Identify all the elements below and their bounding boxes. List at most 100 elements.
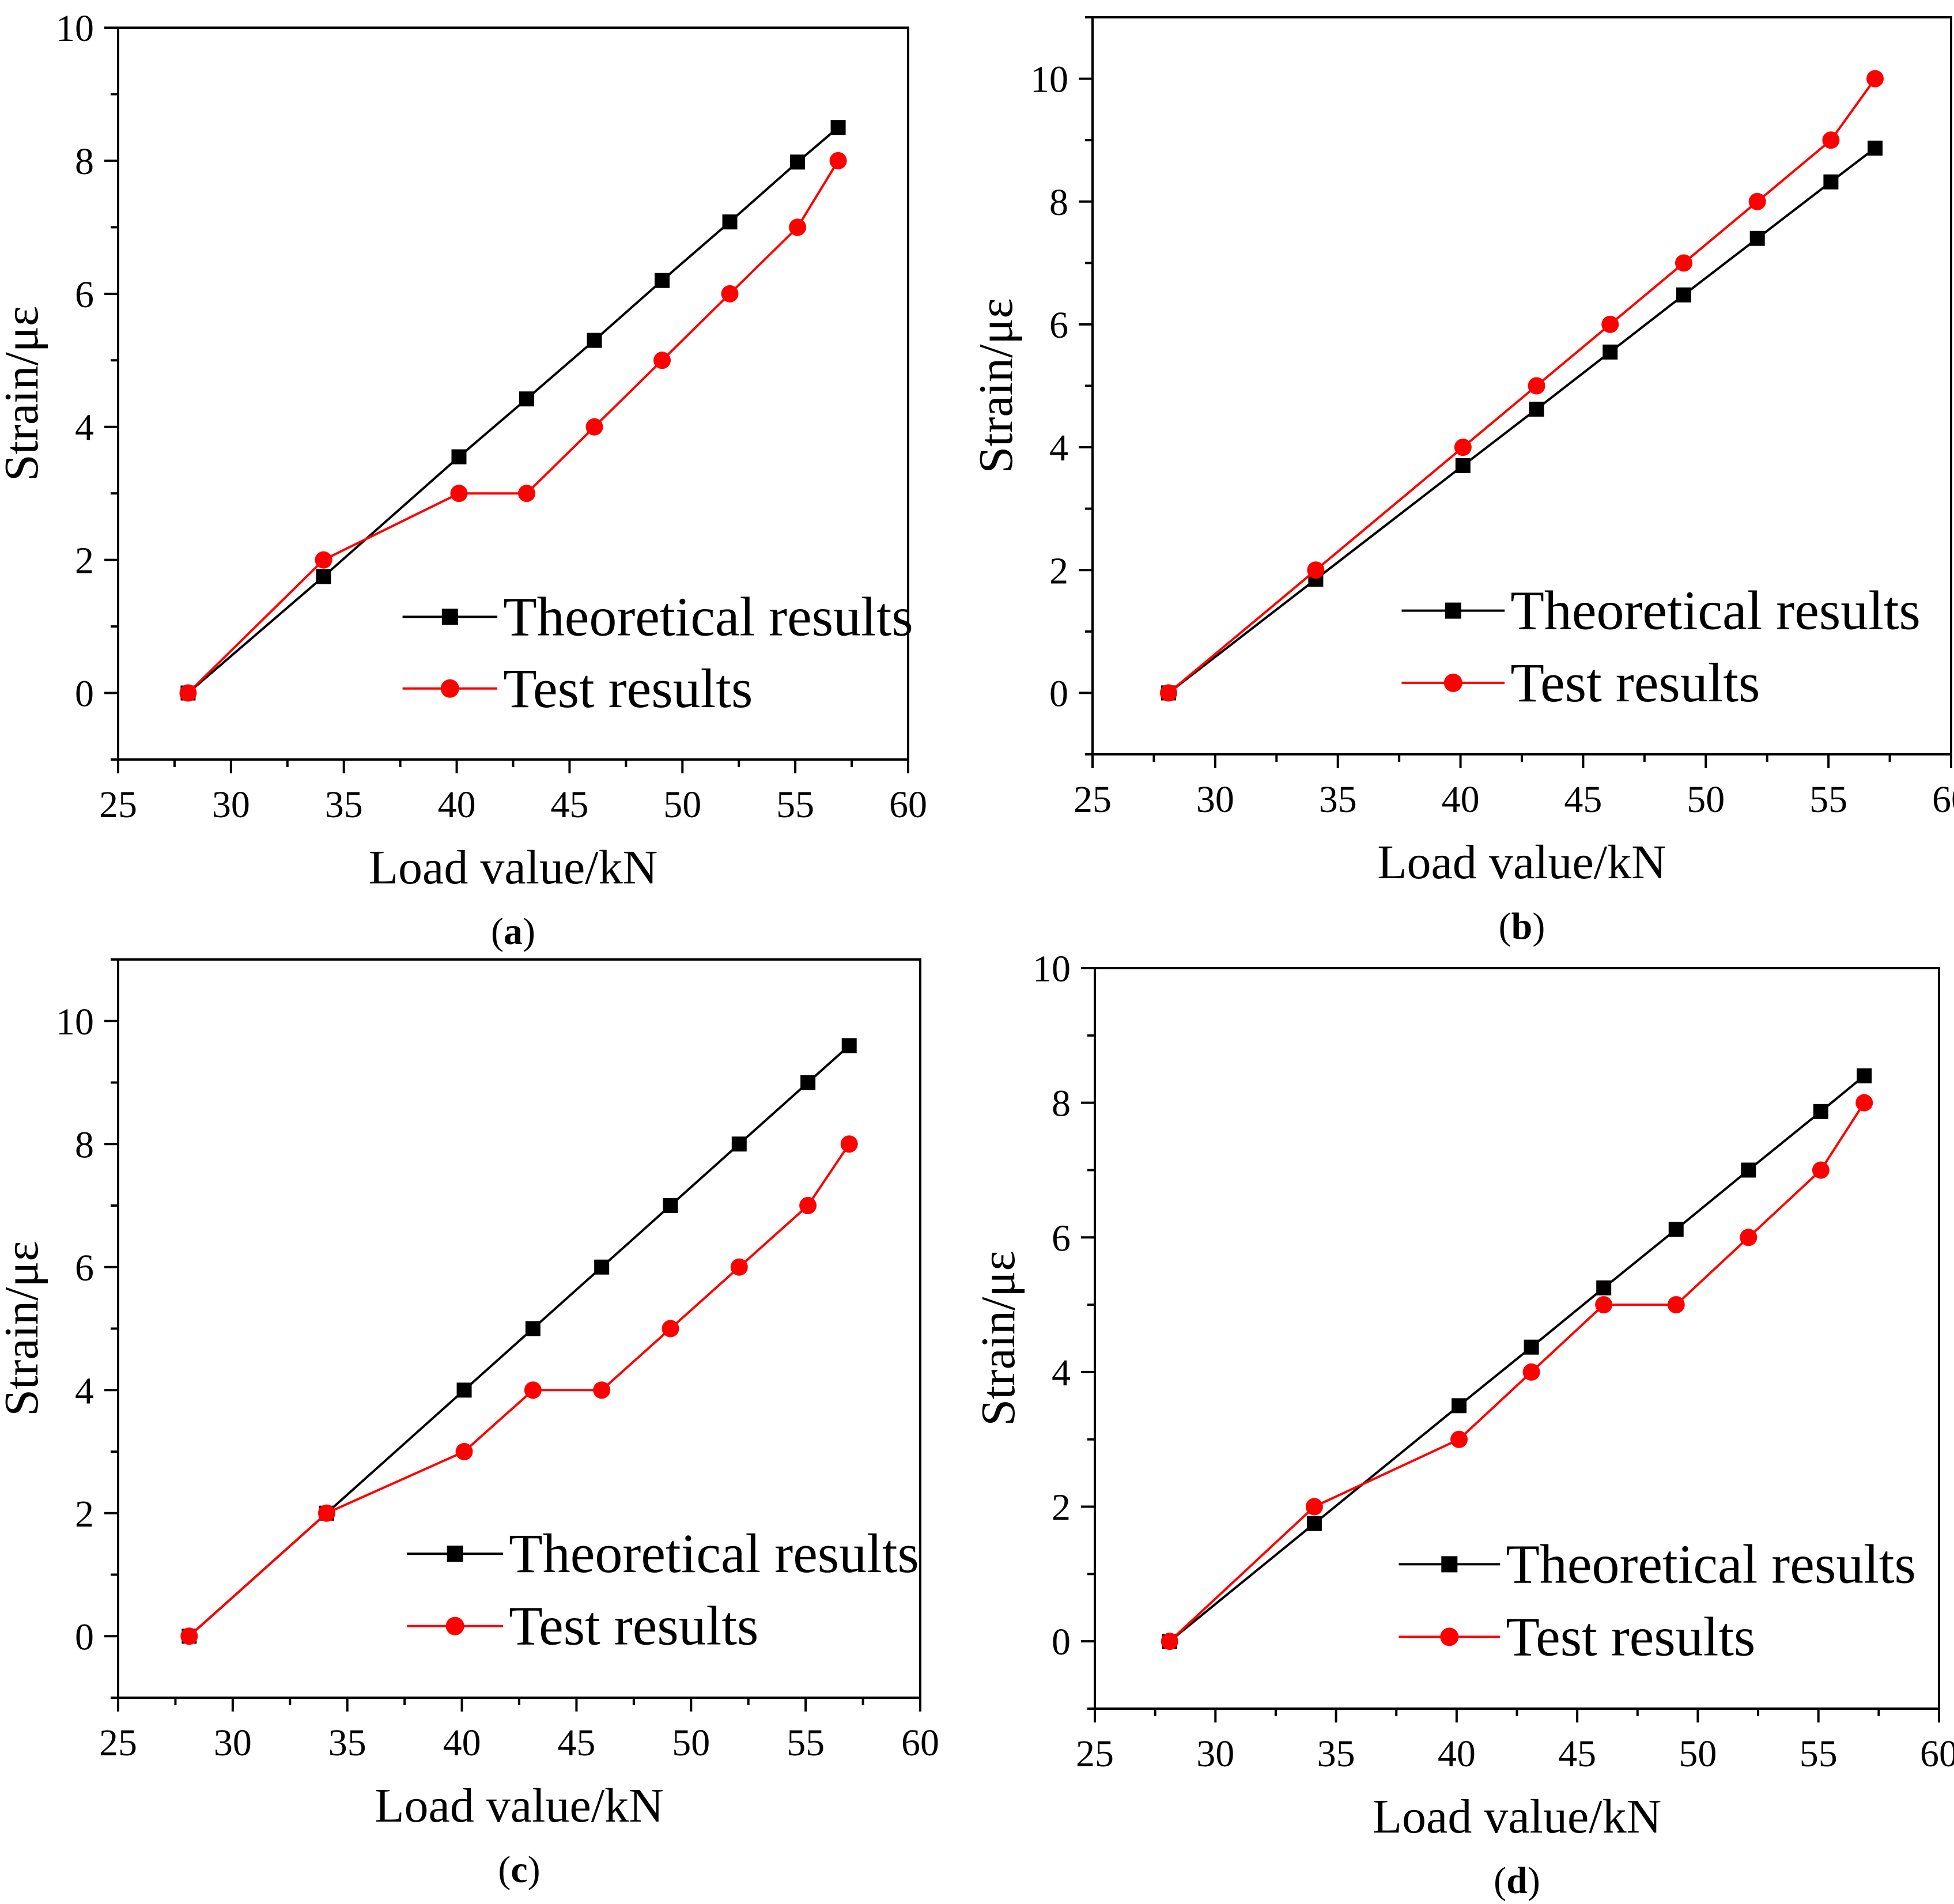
legend: Theoretical results Test results xyxy=(1401,580,1921,713)
test-point xyxy=(180,1627,198,1645)
panel-caption: (c) xyxy=(498,1849,540,1891)
y-tick-label: 8 xyxy=(1049,182,1068,224)
legend-marker-theoretical xyxy=(447,1546,463,1562)
panel-caption-open: ( xyxy=(1494,1860,1506,1902)
x-tick-label: 55 xyxy=(787,1722,825,1764)
legend-marker-test xyxy=(1440,1627,1459,1646)
chart-panel-d: 25 30 35 40 45 50 55 60 0 2 4 6 8 10 Load value/kN Stra… xyxy=(972,948,1954,1902)
test-point xyxy=(318,1504,335,1522)
theoretical-point xyxy=(1813,1104,1828,1119)
plot-frame xyxy=(1091,16,1952,755)
theoretical-point xyxy=(1306,1516,1322,1531)
x-tick-label: 60 xyxy=(901,1722,939,1764)
y-tick-label: 6 xyxy=(1049,304,1068,346)
theoretical-point xyxy=(663,1198,678,1213)
y-tick-label: 10 xyxy=(1030,59,1068,101)
test-point xyxy=(1667,1296,1685,1314)
test-point xyxy=(662,1320,679,1338)
test-point xyxy=(1601,315,1619,333)
theoretical-point xyxy=(841,1038,857,1053)
theoretical-point xyxy=(451,449,467,464)
theoretical-point xyxy=(1676,287,1691,303)
y-tick-label: 4 xyxy=(1052,1352,1071,1394)
y-tick-label: 6 xyxy=(75,274,94,316)
legend: Theoretical results Test results xyxy=(402,585,913,719)
x-axis-title: Load value/kN xyxy=(1373,1790,1662,1843)
x-tick-label: 45 xyxy=(550,784,588,826)
theoretical-point xyxy=(1668,1222,1684,1237)
x-tick-label: 50 xyxy=(663,784,701,826)
x-tick-label: 35 xyxy=(1319,779,1357,821)
x-tick-label: 25 xyxy=(1074,779,1112,821)
legend-label-theoretical: Theoretical results xyxy=(1510,580,1921,641)
theoretical-point xyxy=(1455,458,1471,474)
y-tick-label: 4 xyxy=(75,407,94,449)
test-point xyxy=(721,285,739,303)
x-tick-label: 40 xyxy=(443,1722,481,1764)
theoretical-point xyxy=(456,1382,472,1398)
test-point xyxy=(1675,254,1692,272)
test-point xyxy=(840,1135,858,1153)
plot-frame xyxy=(117,958,921,1699)
x-tick-label: 50 xyxy=(1679,1733,1717,1775)
test-point xyxy=(1595,1296,1613,1314)
y-tick-label: 6 xyxy=(75,1247,94,1289)
y-tick-label: 2 xyxy=(1052,1487,1071,1529)
y-tick-label: 4 xyxy=(1049,427,1068,469)
theoretical-point xyxy=(790,154,806,170)
chart-panel-c: 25 30 35 40 45 50 55 60 0 2 4 6 8 10 Load value/kN Stra… xyxy=(0,958,939,1891)
test-point xyxy=(730,1258,748,1276)
y-tick-label: 2 xyxy=(1049,550,1068,592)
x-axis-title: Load value/kN xyxy=(1377,836,1666,889)
panel-caption-open: ( xyxy=(498,1849,511,1891)
y-tick-label: 8 xyxy=(75,1124,94,1166)
test-point xyxy=(1528,377,1545,395)
x-axis-title: Load value/kN xyxy=(375,1779,664,1833)
x-tick-label: 35 xyxy=(328,1722,366,1764)
panel-caption: (a) xyxy=(491,911,535,953)
test-point xyxy=(1748,192,1766,210)
theoretical-point xyxy=(1857,1068,1872,1083)
x-tick-label: 45 xyxy=(1564,779,1602,821)
test-point xyxy=(1305,1498,1323,1516)
y-tick-label: 2 xyxy=(75,1493,94,1535)
x-tick-label: 25 xyxy=(99,784,137,826)
y-tick-label: 10 xyxy=(56,7,94,50)
x-tick-label: 40 xyxy=(438,784,476,826)
test-point xyxy=(1522,1363,1540,1381)
legend-marker-test xyxy=(1443,673,1462,692)
legend: Theoretical results Test results xyxy=(1399,1533,1916,1667)
plot-frame xyxy=(1094,967,1940,1710)
y-tick-label: 8 xyxy=(1052,1083,1071,1125)
theoretical-point xyxy=(655,273,670,288)
test-point xyxy=(1740,1229,1758,1246)
legend-label-test: Test results xyxy=(1510,652,1760,713)
x-tick-label: 45 xyxy=(557,1722,595,1764)
x-tick-label: 25 xyxy=(1076,1733,1114,1775)
test-point xyxy=(799,1197,817,1214)
test-point xyxy=(1159,684,1177,702)
chart-panel-a: 25 30 35 40 45 50 55 60 0 2 4 6 8 10 Load value/kN Stra… xyxy=(0,7,927,953)
theoretical-point xyxy=(1524,1339,1539,1355)
test-point xyxy=(1454,439,1472,456)
test-point xyxy=(315,551,332,569)
panel-caption-letter: b xyxy=(1511,905,1533,947)
y-axis-title: Strain/με xyxy=(969,298,1023,473)
y-tick-label: 2 xyxy=(75,540,94,582)
x-tick-label: 25 xyxy=(99,1722,137,1764)
panel-caption-close: ) xyxy=(1528,1860,1540,1902)
x-tick-label: 30 xyxy=(1196,779,1234,821)
y-tick-label: 0 xyxy=(1052,1621,1071,1663)
legend-marker-test xyxy=(445,1616,464,1635)
theoretical-point xyxy=(1868,141,1883,156)
x-tick-label: 35 xyxy=(1317,1733,1355,1775)
theoretical-point xyxy=(1452,1398,1467,1414)
y-tick-label: 4 xyxy=(75,1370,94,1412)
test-point xyxy=(829,152,847,169)
test-point xyxy=(1855,1094,1873,1112)
test-point xyxy=(789,218,807,236)
y-tick-label: 8 xyxy=(75,141,94,183)
theoretical-point xyxy=(525,1321,541,1336)
test-point xyxy=(179,684,197,702)
